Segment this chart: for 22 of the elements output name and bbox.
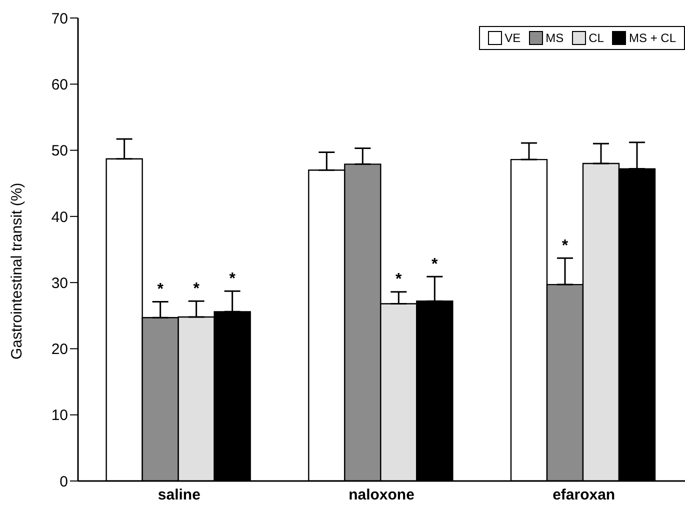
legend-label: MS — [546, 31, 564, 45]
legend-label: VE — [504, 31, 521, 45]
y-tick-label: 50 — [51, 142, 68, 160]
x-tick-label: efaroxan — [552, 486, 616, 504]
y-tick-label: 30 — [51, 274, 68, 292]
legend-label: MS + CL — [628, 31, 676, 45]
y-tick-label: 0 — [60, 473, 68, 490]
x-tick-label: saline — [158, 486, 200, 504]
data-label: * — [562, 238, 569, 255]
data-label: * — [157, 281, 164, 298]
y-tick-label: 20 — [51, 341, 68, 358]
y-tick-label: 60 — [51, 76, 68, 94]
data-label: * — [193, 280, 200, 298]
y-axis-title: Gastrointestinal transit (%) — [8, 182, 26, 360]
x-tick-label: naloxone — [348, 486, 414, 504]
y-tick-label: 40 — [51, 208, 68, 226]
data-label: * — [229, 270, 236, 288]
y-tick-label: 10 — [51, 407, 68, 424]
legend-label: CL — [588, 31, 604, 45]
y-tick-label: 70 — [51, 10, 68, 28]
data-label: * — [432, 256, 439, 274]
data-label: * — [396, 271, 403, 288]
